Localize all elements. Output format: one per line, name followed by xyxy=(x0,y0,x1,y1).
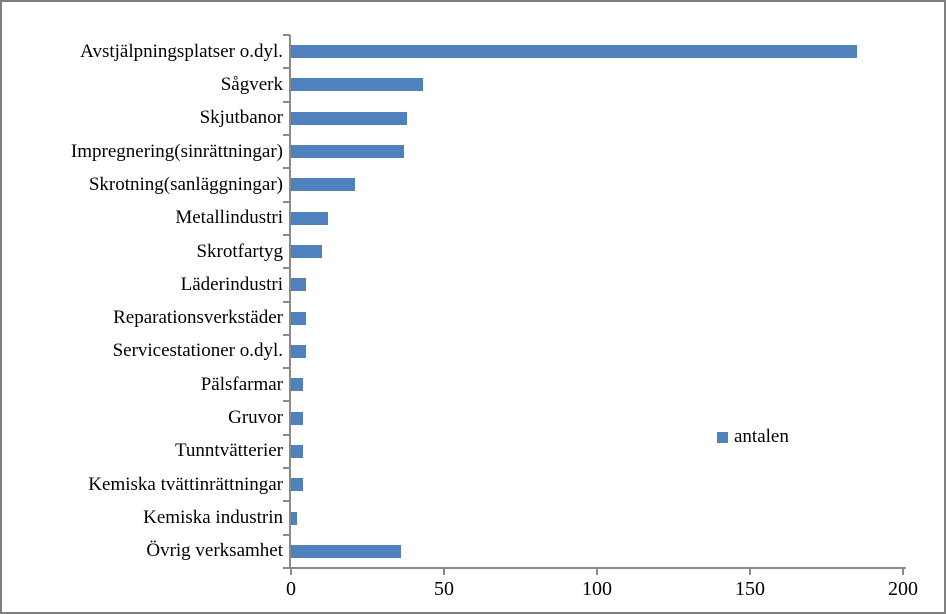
category-label: Läderindustri xyxy=(180,273,283,295)
bar-2 xyxy=(291,78,423,91)
y-axis-line xyxy=(289,35,291,569)
y-axis-tick xyxy=(283,133,290,136)
y-axis-tick xyxy=(283,367,290,370)
y-axis-tick xyxy=(283,433,290,436)
category-label: Sågverk xyxy=(220,73,283,95)
x-axis-tick-label: 100 xyxy=(582,578,612,600)
category-label: Skjutbanor xyxy=(199,107,283,129)
category-label: Metallindustri xyxy=(175,207,283,229)
x-axis-tick xyxy=(749,567,751,575)
category-label: Skrotfartyg xyxy=(196,240,283,262)
y-axis-tick xyxy=(283,200,290,203)
y-axis-tick xyxy=(283,300,290,303)
bar-6 xyxy=(291,212,328,225)
bar-13 xyxy=(291,445,304,458)
x-axis-tick xyxy=(443,567,445,575)
y-axis-tick xyxy=(283,67,290,70)
x-axis-tick-label: 0 xyxy=(286,578,296,600)
bar-9 xyxy=(291,312,307,325)
x-axis-tick-label: 50 xyxy=(434,578,454,600)
category-label: Servicestationer o.dyl. xyxy=(112,340,283,362)
legend: antalen xyxy=(717,426,789,448)
category-label: Kemiska tvättinrättningar xyxy=(88,473,283,495)
y-axis-tick xyxy=(283,100,290,103)
legend-label: antalen xyxy=(734,426,789,447)
x-axis-tick xyxy=(290,567,292,575)
bar-5 xyxy=(291,178,356,191)
category-label: Gruvor xyxy=(228,407,283,429)
y-axis-tick xyxy=(283,167,290,170)
y-axis-tick xyxy=(283,467,290,470)
category-label: Tunntvätterier xyxy=(174,440,283,462)
y-axis-tick xyxy=(283,267,290,270)
x-axis-tick xyxy=(902,567,904,575)
bar-15 xyxy=(291,512,298,525)
y-axis-tick xyxy=(283,333,290,336)
y-axis-tick xyxy=(283,233,290,236)
category-label: Avstjälpningsplatser o.dyl. xyxy=(80,40,283,62)
x-axis-tick xyxy=(596,567,598,575)
category-label: Impregnering(sinrättningar) xyxy=(70,140,283,162)
bar-11 xyxy=(291,378,304,391)
bar-16 xyxy=(291,545,402,558)
y-axis-tick xyxy=(283,400,290,403)
bar-8 xyxy=(291,278,307,291)
category-label: Reparationsverkstäder xyxy=(113,307,283,329)
legend-swatch-antalen xyxy=(717,431,728,443)
category-label: Kemiska industrin xyxy=(143,507,283,529)
x-axis-tick-label: 150 xyxy=(735,578,765,600)
category-label: Övrig verksamhet xyxy=(146,540,283,562)
bar-14 xyxy=(291,478,304,491)
y-axis-tick xyxy=(283,533,290,536)
y-axis-tick xyxy=(283,500,290,503)
y-axis-tick xyxy=(283,34,290,36)
bar-3 xyxy=(291,112,408,125)
bar-1 xyxy=(291,45,858,58)
bar-12 xyxy=(291,412,304,425)
bar-7 xyxy=(291,245,322,258)
x-axis-tick-label: 200 xyxy=(888,578,918,600)
category-label: Pälsfarmar xyxy=(200,373,283,395)
category-label: Skrotning(sanläggningar) xyxy=(88,173,283,195)
bar-4 xyxy=(291,145,405,158)
bar-10 xyxy=(291,345,307,358)
y-axis-tick xyxy=(283,567,290,569)
